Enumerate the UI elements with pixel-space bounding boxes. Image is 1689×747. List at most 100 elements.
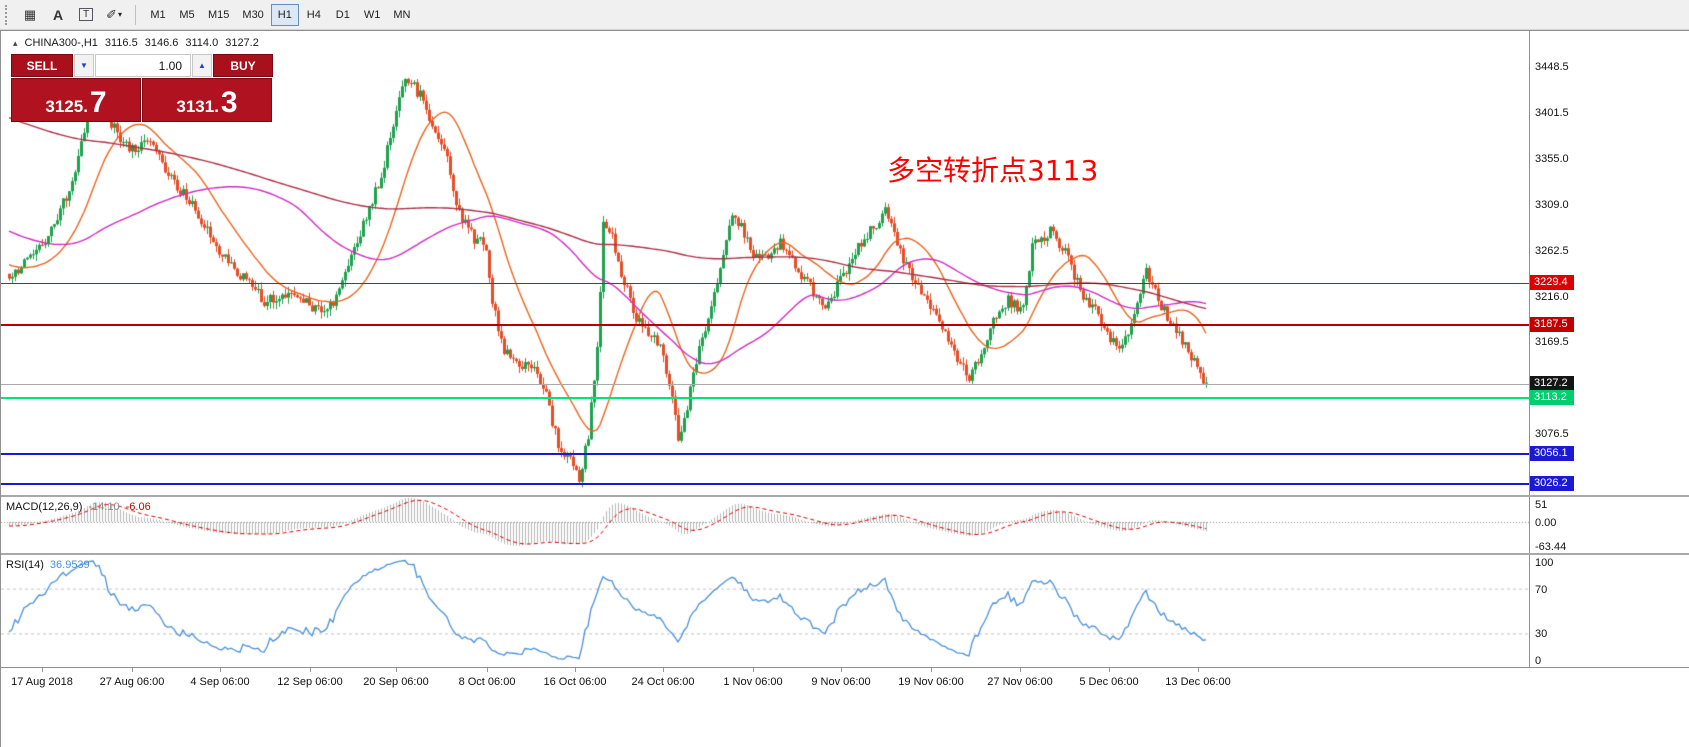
buy-price-main: 3131. bbox=[176, 97, 219, 116]
time-tick bbox=[42, 668, 43, 672]
sell-price-display[interactable]: 3125. 7 bbox=[11, 78, 141, 122]
sell-button[interactable]: SELL bbox=[11, 54, 73, 77]
time-tick bbox=[396, 668, 397, 672]
macd-header: MACD(12,26,9) -14.10 -6.06 bbox=[6, 501, 151, 513]
timeframe-H4[interactable]: H4 bbox=[300, 4, 328, 26]
one-click-toggle-icon[interactable]: ▴ bbox=[13, 37, 18, 48]
time-axis-label: 9 Nov 06:00 bbox=[811, 676, 871, 688]
time-tick bbox=[1020, 668, 1021, 672]
letter-t-icon: T bbox=[78, 8, 94, 21]
close-value: 3127.2 bbox=[225, 37, 259, 49]
ohlc-info-line: ▴ CHINA300-,H1 3116.5 3146.6 3114.0 3127… bbox=[13, 37, 259, 49]
text-box-tool-icon[interactable]: T bbox=[73, 3, 99, 27]
time-axis-label: 20 Sep 06:00 bbox=[363, 676, 429, 688]
time-tick bbox=[220, 668, 221, 672]
toolbar-grip[interactable] bbox=[5, 4, 11, 25]
pencil-icon: ✐ bbox=[106, 6, 117, 22]
macd-main-value: -14.10 bbox=[88, 501, 120, 513]
buy-price-display[interactable]: 3131. 3 bbox=[142, 78, 272, 122]
macd-axis-label: 0.00 bbox=[1535, 516, 1557, 529]
draw-tool-icon[interactable]: ✐ ▾ bbox=[101, 3, 127, 27]
letter-a-icon: A bbox=[52, 6, 64, 23]
macd-axis-label: 51 bbox=[1535, 499, 1548, 511]
down-arrow-icon: ▼ bbox=[80, 61, 88, 70]
time-axis-label: 4 Sep 06:00 bbox=[190, 676, 250, 688]
time-tick bbox=[132, 668, 133, 672]
templates-icon[interactable]: ▦ bbox=[17, 3, 43, 27]
rsi-axis-label: 100 bbox=[1535, 557, 1554, 569]
price-badge-3056.1: 3056.1 bbox=[1530, 446, 1574, 462]
volume-input[interactable] bbox=[95, 54, 191, 77]
timeframe-H1[interactable]: H1 bbox=[270, 3, 299, 26]
rsi-plot-area[interactable]: RSI(14) 36.9539 bbox=[1, 555, 1529, 667]
time-axis-label: 8 Oct 06:00 bbox=[458, 676, 516, 688]
rsi-header: RSI(14) 36.9539 bbox=[6, 559, 90, 571]
panel-splitter-2[interactable] bbox=[1, 553, 1689, 555]
rsi-value: 36.9539 bbox=[49, 559, 90, 571]
time-axis-label: 16 Oct 06:00 bbox=[543, 676, 607, 688]
price-axis-label: 3448.5 bbox=[1535, 61, 1569, 74]
timeframe-M5[interactable]: M5 bbox=[173, 4, 201, 26]
time-axis-label: 24 Oct 06:00 bbox=[631, 676, 695, 688]
rsi-title: RSI(14) bbox=[6, 559, 44, 571]
time-tick bbox=[931, 668, 932, 672]
time-axis[interactable]: 17 Aug 2018 27 Aug 06:00 4 Sep 06:00 12 Sep… bbox=[1, 667, 1689, 747]
volume-increase-button[interactable]: ▲ bbox=[192, 54, 212, 77]
time-axis-label: 27 Aug 06:00 bbox=[99, 676, 165, 688]
time-axis-label: 1 Nov 06:00 bbox=[723, 676, 783, 688]
timeframe-MN[interactable]: MN bbox=[387, 4, 416, 26]
up-arrow-icon: ▲ bbox=[198, 61, 206, 70]
chart-window: ▴ CHINA300-,H1 3116.5 3146.6 3114.0 3127… bbox=[0, 30, 1689, 747]
chart-annotation-text[interactable]: 多空转折点3113 bbox=[887, 154, 1099, 187]
sell-price-main: 3125. bbox=[45, 97, 88, 116]
price-axis-label: 3076.5 bbox=[1535, 428, 1569, 441]
timeframe-D1[interactable]: D1 bbox=[329, 4, 357, 26]
timeframe-M1[interactable]: M1 bbox=[144, 4, 172, 26]
price-plot-area[interactable]: ▴ CHINA300-,H1 3116.5 3146.6 3114.0 3127… bbox=[1, 31, 1529, 495]
horizontal-line-3056.1[interactable] bbox=[1, 453, 1529, 456]
price-panel: ▴ CHINA300-,H1 3116.5 3146.6 3114.0 3127… bbox=[1, 31, 1689, 495]
timeframe-M30[interactable]: M30 bbox=[236, 4, 269, 26]
rsi-axis-label: 0 bbox=[1535, 655, 1542, 667]
time-tick bbox=[663, 668, 664, 672]
horizontal-line-3113.2[interactable] bbox=[1, 397, 1529, 400]
price-axis-label: 3401.5 bbox=[1535, 107, 1569, 120]
timeframe-W1[interactable]: W1 bbox=[358, 4, 387, 26]
price-axis-label: 3216.0 bbox=[1535, 290, 1569, 303]
time-axis-label: 27 Nov 06:00 bbox=[987, 676, 1053, 688]
price-badge-3026.2: 3026.2 bbox=[1530, 475, 1574, 491]
horizontal-line-3187.5[interactable] bbox=[1, 323, 1529, 326]
macd-panel: MACD(12,26,9) -14.10 -6.06 51 0.00 -63.44 bbox=[1, 497, 1689, 553]
time-axis-label: 5 Dec 06:00 bbox=[1079, 676, 1139, 688]
macd-axis: 51 0.00 -63.44 bbox=[1529, 497, 1689, 553]
rsi-panel: RSI(14) 36.9539 100 70 30 0 bbox=[1, 555, 1689, 667]
time-tick bbox=[753, 668, 754, 672]
price-badge-3113.2: 3113.2 bbox=[1530, 390, 1574, 406]
bid-price-line bbox=[1, 383, 1529, 385]
price-badge-3127.2: 3127.2 bbox=[1530, 376, 1574, 392]
rsi-axis-label: 30 bbox=[1535, 628, 1548, 641]
open-value: 3116.5 bbox=[104, 37, 138, 49]
chevron-down-icon: ▾ bbox=[117, 10, 122, 19]
rsi-canvas bbox=[1, 555, 1529, 667]
time-axis-label: 13 Dec 06:00 bbox=[1165, 676, 1231, 688]
time-tick bbox=[1109, 668, 1110, 672]
price-badge-3187.5: 3187.5 bbox=[1530, 316, 1574, 332]
time-axis-label: 17 Aug 2018 bbox=[11, 676, 73, 688]
buy-button[interactable]: BUY bbox=[213, 54, 273, 77]
macd-title: MACD(12,26,9) bbox=[6, 501, 83, 513]
main-toolbar: ▦ A T ✐ ▾ M1 M5 M15 M30 H1 H4 D1 W1 MN bbox=[0, 0, 1689, 30]
text-label-tool-icon[interactable]: A bbox=[45, 3, 71, 27]
horizontal-line-3229.4[interactable] bbox=[1, 282, 1529, 284]
price-axis[interactable]: 3448.5 3401.5 3355.0 3309.0 3262.5 3216.0 3169… bbox=[1529, 31, 1689, 495]
time-tick bbox=[487, 668, 488, 672]
macd-plot-area[interactable]: MACD(12,26,9) -14.10 -6.06 bbox=[1, 497, 1529, 553]
sell-price-big-digit: 7 bbox=[89, 86, 107, 119]
macd-signal-value: -6.06 bbox=[125, 501, 151, 513]
volume-decrease-button[interactable]: ▼ bbox=[74, 54, 94, 77]
panel-splitter[interactable] bbox=[1, 495, 1689, 497]
toolbar-separator bbox=[135, 4, 136, 25]
timeframe-M15[interactable]: M15 bbox=[202, 4, 235, 26]
horizontal-line-3026.2[interactable] bbox=[1, 482, 1529, 485]
